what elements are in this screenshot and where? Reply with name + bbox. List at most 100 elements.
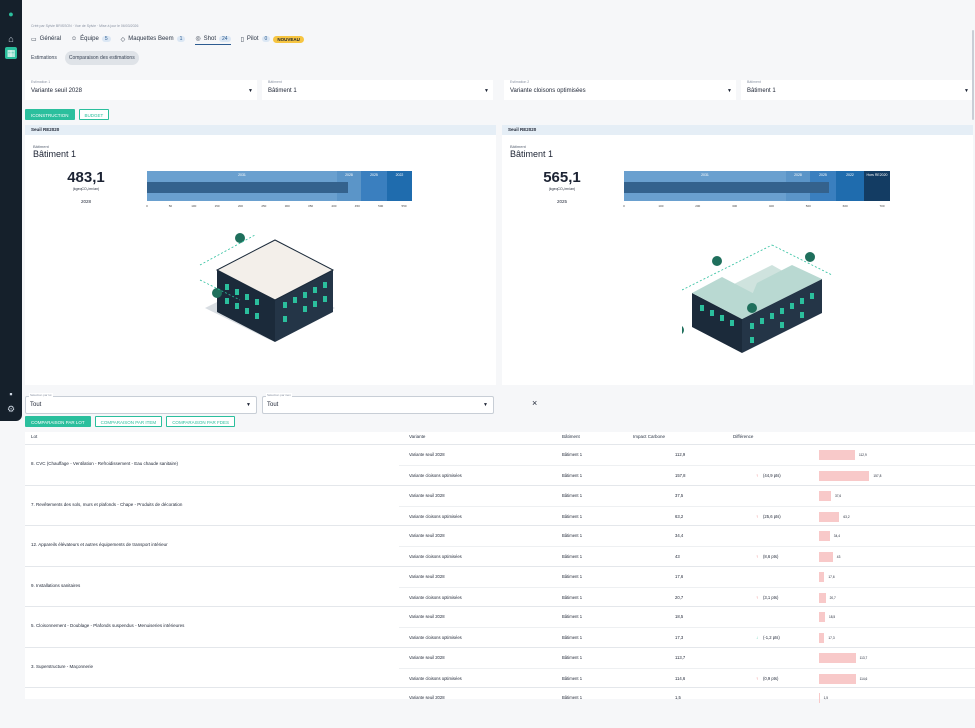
carbon-value: 565,1 (543, 169, 581, 186)
close-icon[interactable]: × (532, 398, 538, 408)
impact-bar-label: 157,8 (873, 474, 882, 478)
table-row[interactable]: Variante seuil 2028 Bâtiment 1 112,9 112,9 (399, 445, 975, 465)
subtab-estimations[interactable]: Estimations (31, 55, 57, 61)
breadcrumb: Créé par Sylvie BRISSON · Vue de Sylvie … (31, 24, 139, 28)
building-name: Bâtiment 1 (510, 149, 554, 159)
impact-cell: 157,8 (675, 473, 686, 478)
scrollbar[interactable] (972, 30, 974, 120)
main-content: Créé par Sylvie BRISSON · Vue de Sylvie … (25, 0, 975, 703)
axis-ticks: 0 50 100 150 200 250 300 350 400 450 500 550 (146, 204, 412, 210)
table-row-group: 5. Cloisonnement - Doublage - Plafonds s… (25, 606, 975, 647)
table-row[interactable]: Variante seuil 2028 Bâtiment 1 1,5 1,5 (399, 688, 975, 708)
tick-label: 500 (378, 204, 384, 208)
impact-cell: 34,4 (675, 533, 684, 538)
variante-cell: Variante cloisons optimisées (409, 513, 462, 519)
tab-shot[interactable]: ◎ Shot 24 (195, 33, 231, 45)
segment-label: 2031 (701, 173, 709, 177)
budget-button[interactable]: BUDGET (78, 109, 110, 120)
subtab-comparaison[interactable]: Comparaison des estimations (64, 51, 139, 65)
batiment-cell: Bâtiment 1 (562, 635, 583, 640)
side-rail: ● ⌂ ▦ ▪ ⚙ (0, 0, 22, 421)
difference-cell: (-1,2 pts) (763, 635, 780, 640)
table-row[interactable]: Variante cloisons optimisées Bâtiment 1 63… (399, 505, 975, 526)
segment-2022: 2022 (387, 171, 412, 201)
tab-general[interactable]: ▭ Général (31, 33, 61, 45)
settings-icon[interactable]: ⚙ (6, 404, 16, 414)
difference-cell: (25,6 pts) (763, 513, 781, 519)
carbon-unit: (kgeqCO₂/m²/an) (72, 187, 100, 191)
tab-maquettes[interactable]: ◇ Maquettes Beem 1 (121, 33, 186, 45)
construction-button[interactable]: ICONSTRUCTION (25, 109, 75, 120)
compare-fdes-button[interactable]: COMPARAISON PAR FDES (166, 416, 236, 427)
impact-cell: 113,7 (675, 654, 686, 660)
table-row[interactable]: Variante seuil 2028 Bâtiment 1 17,6 17,6 (399, 567, 975, 587)
tab-equipe[interactable]: ☺ Équipe 5 (71, 33, 111, 45)
building-illustration (682, 244, 833, 353)
table-row[interactable]: Variante cloisons optimisées Bâtiment 1 17… (399, 627, 975, 647)
impact-cell: 37,5 (675, 492, 684, 498)
segment-label: 2022 (395, 173, 404, 177)
estimation-2-select[interactable]: Estimation 2 Variante cloisons optimisées… (504, 80, 736, 100)
logo-icon[interactable]: ● (8, 9, 14, 19)
batiment-cell: Bâtiment 1 (562, 473, 583, 478)
new-badge: NOUVEAU (273, 35, 304, 43)
tick-label: 300 (732, 204, 738, 208)
lot-name: 7. Revêtements des sols, murs et plafond… (31, 501, 183, 507)
tab-pilot[interactable]: ▯ Pilot 0 NOUVEAU (241, 33, 304, 45)
batiment-cell: Bâtiment 1 (562, 594, 583, 600)
table-row[interactable]: Variante cloisons optimisées Bâtiment 1 20… (399, 586, 975, 607)
variante-cell: Variante cloisons optimisées (409, 635, 462, 640)
threshold-year: 2025 (556, 199, 567, 204)
batiment-2-select[interactable]: Bâtiment Bâtiment 1 ▼ (741, 80, 973, 100)
segment-hors: Hors RE2020 (864, 171, 890, 201)
tick-label: 500 (805, 204, 811, 208)
table-row[interactable]: Variante seuil 2028 Bâtiment 1 113,7 113,7 (399, 648, 975, 668)
batiment-1-select[interactable]: Bâtiment Bâtiment 1 ▼ (262, 80, 493, 100)
impact-cell: 63,2 (675, 513, 684, 519)
impact-bar (819, 592, 826, 603)
building-icon[interactable]: ▦ (5, 47, 17, 59)
segment-label: 2025 (370, 173, 378, 177)
impact-bar-label: 17,6 (828, 574, 835, 579)
panel-estimation-1: Seuil RE2020 Bâtiment Bâtiment 1 483,1 (… (25, 125, 496, 385)
tick-label: 200 (695, 204, 701, 208)
field-value: Tout (267, 402, 279, 408)
table-row[interactable]: Variante cloisons optimisées Bâtiment 1 11… (399, 667, 975, 688)
batiment-cell: Bâtiment 1 (562, 533, 583, 538)
table-row[interactable]: Variante cloisons optimisées Bâtiment 1 15… (399, 465, 975, 485)
team-icon: ☺ (71, 36, 78, 42)
table-row[interactable]: Variante seuil 2028 Bâtiment 1 18,5 18,5 (399, 607, 975, 627)
table-row[interactable]: Variante seuil 2028 Bâtiment 1 34,4 34,4 (399, 526, 975, 546)
table-row[interactable]: Variante cloisons optimisées Bâtiment 1 43… (399, 546, 975, 566)
variante-cell: Variante seuil 2028 (409, 573, 445, 579)
variante-cell: Variante cloisons optimisées (409, 675, 462, 681)
tab-label: Shot (203, 35, 216, 42)
tick-label: 0 (623, 204, 625, 208)
tab-count: 0 (261, 36, 271, 42)
estimation-1-select[interactable]: Estimation 1 Variante seuil 2028 ▼ (25, 80, 257, 100)
table-row[interactable]: Variante seuil 2028 Bâtiment 1 37,5 37,6 (399, 486, 975, 506)
segment-label: 2025 (819, 173, 827, 177)
impact-bar (819, 450, 855, 460)
lot-name: 3. Superstructure - Maçonnerie (31, 663, 94, 669)
impact-bar (819, 673, 856, 684)
batiment-cell: Bâtiment 1 (562, 675, 583, 681)
impact-bar (819, 612, 825, 622)
home-icon[interactable]: ⌂ (8, 34, 14, 44)
field-value: Bâtiment 1 (747, 88, 776, 94)
segment-2022: 2022 (836, 171, 864, 201)
compare-item-button[interactable]: COMPARAISON PAR ITEM (94, 416, 163, 427)
table-row-group: 7. Revêtements des sols, murs et plafond… (25, 484, 975, 526)
impact-cell: 114,6 (675, 675, 686, 681)
compare-lot-button[interactable]: COMPARAISON PAR LOT (25, 416, 91, 427)
batiment-cell: Bâtiment 1 (562, 573, 583, 579)
tick-label: 400 (768, 204, 774, 208)
variante-cell: Variante seuil 2028 (409, 533, 445, 538)
item-select[interactable]: Sélection par item Tout ▼ (262, 393, 494, 414)
tab-label: Équipe (80, 36, 99, 42)
batiment-cell: Bâtiment 1 (562, 654, 583, 660)
table-row-group: 9. Installations sanitaires Variante seui… (25, 565, 975, 607)
grid-icon[interactable]: ▪ (9, 389, 13, 399)
impact-bar (819, 693, 820, 703)
lot-select[interactable]: Sélection par lot Tout ▼ (25, 393, 257, 414)
